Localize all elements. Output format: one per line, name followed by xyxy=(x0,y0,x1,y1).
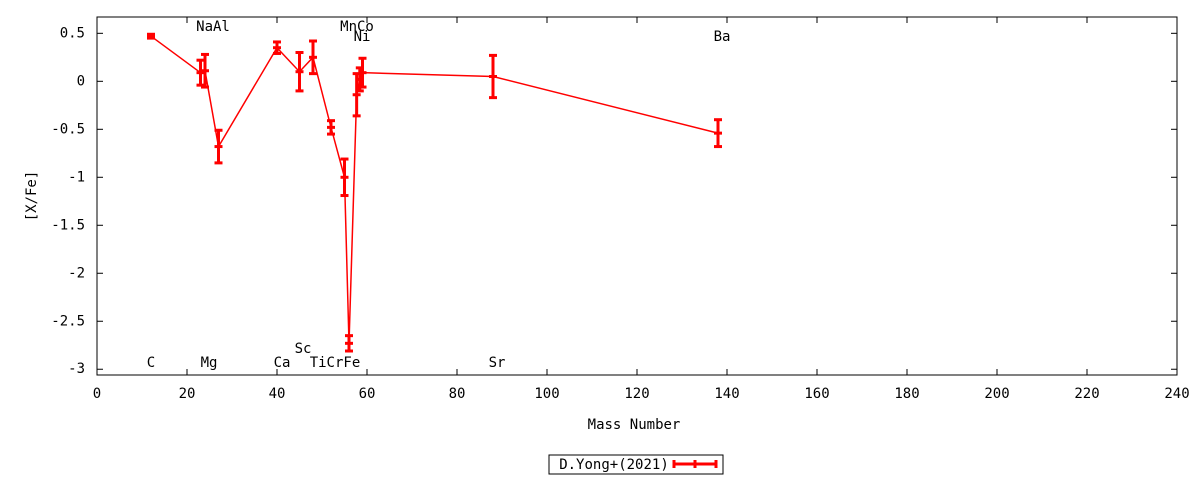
element-label: Ba xyxy=(714,29,731,45)
y-tick-label: -1.5 xyxy=(51,217,85,233)
element-label: C xyxy=(147,355,155,371)
x-axis-label: Mass Number xyxy=(588,417,681,433)
error-bar xyxy=(358,56,367,89)
error-bar xyxy=(201,52,209,89)
element-label: MnCo xyxy=(340,19,374,35)
x-tick-label: 100 xyxy=(534,386,559,402)
error-bar xyxy=(214,128,223,165)
element-label: Mg xyxy=(201,355,218,371)
y-tick-label: -2 xyxy=(68,265,85,281)
x-tick-label: 160 xyxy=(804,386,829,402)
error-bar xyxy=(295,51,304,93)
element-label: NaAl xyxy=(196,19,230,35)
element-label: Sr xyxy=(489,355,506,371)
error-bar xyxy=(273,40,281,55)
plot-frame xyxy=(96,16,1178,376)
element-label: Ni xyxy=(354,29,371,45)
y-axis-label: [X/Fe] xyxy=(24,171,40,222)
error-bar xyxy=(309,39,317,76)
x-tick-label: 40 xyxy=(269,386,286,402)
legend-label: D.Yong+(2021) xyxy=(559,457,669,473)
x-tick-label: 80 xyxy=(449,386,466,402)
y-tick-label: 0 xyxy=(77,73,85,89)
legend-box xyxy=(548,454,724,475)
error-bar xyxy=(489,53,497,100)
x-tick-label: 60 xyxy=(359,386,376,402)
error-bar xyxy=(147,32,155,40)
error-bar xyxy=(714,118,722,149)
x-tick-label: 220 xyxy=(1074,386,1099,402)
error-bar xyxy=(345,334,353,353)
y-tick-label: -3 xyxy=(68,361,85,377)
y-tick-label: 0.5 xyxy=(60,25,85,41)
error-bar xyxy=(196,58,205,87)
x-tick-label: 20 xyxy=(179,386,196,402)
y-tick-label: -2.5 xyxy=(51,313,85,329)
element-label: Ca xyxy=(274,355,291,371)
error-bar xyxy=(340,157,349,198)
x-tick-label: 140 xyxy=(714,386,739,402)
y-tick-label: -0.5 xyxy=(51,121,85,137)
x-tick-label: 200 xyxy=(984,386,1009,402)
x-tick-label: 180 xyxy=(894,386,919,402)
x-tick-label: 0 xyxy=(93,386,101,402)
element-label: TiCrFe xyxy=(310,355,361,371)
error-bar xyxy=(327,119,335,136)
series-line xyxy=(150,35,719,344)
x-tick-label: 120 xyxy=(624,386,649,402)
x-tick-label: 240 xyxy=(1164,386,1189,402)
element-label: Sc xyxy=(295,341,312,357)
y-tick-label: -1 xyxy=(68,169,85,185)
